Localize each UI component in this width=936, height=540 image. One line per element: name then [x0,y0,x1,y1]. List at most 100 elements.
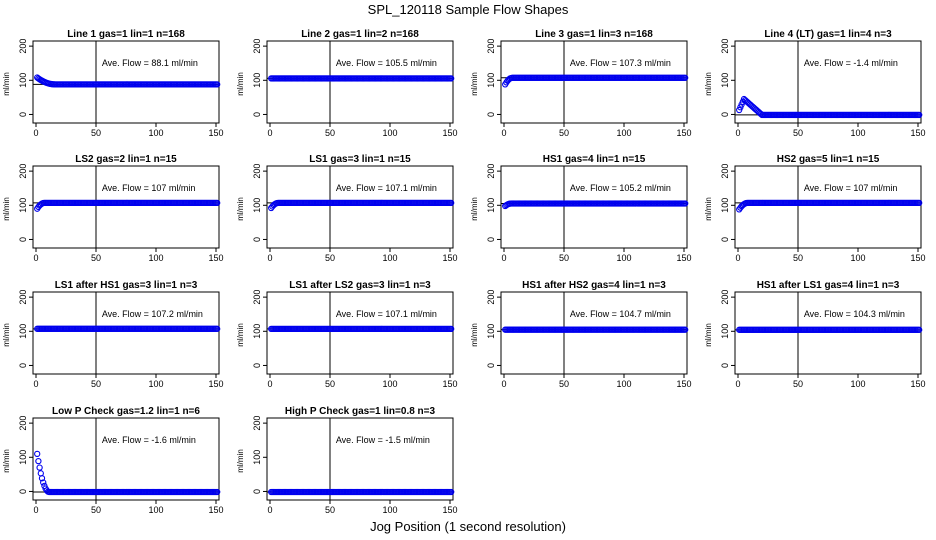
x-tick-label: 150 [910,253,925,263]
panel-title: HS1 after LS1 gas=4 lin=1 n=3 [757,280,900,291]
chart-panel: Low P Check gas=1.2 lin=1 n=6 0 50 100 150 0 1… [2,406,224,515]
y-tick-label: 100 [252,73,262,88]
y-axis-label: ml/min [470,72,479,96]
x-tick-label: 50 [325,253,335,263]
x-tick-label: 50 [793,379,803,389]
y-axis-label: ml/min [236,72,245,96]
plot-frame [500,165,688,249]
chart-panel: High P Check gas=1 lin=0.8 n=3 0 50 100 150 0… [236,406,458,515]
plot-frame [32,165,220,249]
plot-frame [500,291,688,375]
y-tick-label: 200 [18,416,28,431]
data-point [916,199,923,207]
y-tick-label: 100 [252,450,262,465]
x-tick-label: 100 [850,379,865,389]
data-point [214,199,221,207]
panel-title: LS1 gas=3 lin=1 n=15 [309,154,411,165]
avg-flow-annotation: Ave. Flow = 105.5 ml/min [336,58,437,68]
x-tick-label: 150 [208,505,223,515]
y-tick-label: 0 [18,112,28,117]
x-tick-label: 0 [267,379,272,389]
y-axis-label: ml/min [704,197,713,221]
x-tick-label: 100 [148,505,163,515]
x-tick-label: 100 [148,253,163,263]
panel-title: Line 4 (LT) gas=1 lin=4 n=3 [764,29,892,40]
y-tick-label: 200 [486,39,496,54]
x-tick-label: 100 [148,379,163,389]
x-tick-label: 100 [382,505,397,515]
x-tick-label: 0 [33,505,38,515]
y-tick-label: 200 [252,290,262,305]
x-tick-label: 150 [676,128,691,138]
x-tick-label: 0 [33,379,38,389]
avg-flow-annotation: Ave. Flow = 107 ml/min [804,183,898,193]
y-tick-label: 100 [18,198,28,213]
data-point [214,488,221,496]
avg-flow-annotation: Ave. Flow = -1.6 ml/min [102,435,196,445]
y-tick-label: 0 [252,112,262,117]
y-tick-label: 200 [252,164,262,179]
chart-panel: HS2 gas=5 lin=1 n=15 0 50 100 150 0 100 200 ml/m… [704,154,926,263]
data-point [916,111,923,119]
y-axis-label: ml/min [2,449,11,473]
panel-title: Line 1 gas=1 lin=1 n=168 [67,29,185,40]
chart-panel: HS1 gas=4 lin=1 n=15 0 50 100 150 0 100 200 ml/m… [470,154,692,263]
y-tick-label: 200 [18,164,28,179]
y-tick-label: 200 [252,416,262,431]
avg-flow-annotation: Ave. Flow = 104.7 ml/min [570,309,671,319]
plot-frame [266,417,454,501]
x-tick-label: 50 [793,128,803,138]
x-tick-label: 100 [616,128,631,138]
avg-flow-annotation: Ave. Flow = 107.1 ml/min [336,183,437,193]
plot-frame [266,165,454,249]
y-tick-label: 100 [252,198,262,213]
panel-title: Line 3 gas=1 lin=3 n=168 [535,29,653,40]
chart-panel: Line 4 (LT) gas=1 lin=4 n=3 0 50 100 150 0 100… [704,29,926,138]
panel-title: HS1 after HS2 gas=4 lin=1 n=3 [522,280,666,291]
plot-frame [734,40,922,124]
y-tick-label: 200 [720,39,730,54]
y-tick-label: 0 [486,237,496,242]
x-tick-label: 50 [325,128,335,138]
avg-flow-annotation: Ave. Flow = 107.1 ml/min [336,309,437,319]
x-tick-label: 0 [33,128,38,138]
x-tick-label: 150 [676,253,691,263]
y-axis-label: ml/min [704,72,713,96]
x-tick-label: 0 [267,253,272,263]
x-tick-label: 50 [325,505,335,515]
x-tick-label: 0 [501,379,506,389]
plot-frame [734,291,922,375]
y-tick-label: 200 [486,164,496,179]
chart-panel: HS1 after LS1 gas=4 lin=1 n=3 0 50 100 150 0 1… [704,280,926,389]
y-tick-label: 100 [18,73,28,88]
y-tick-label: 0 [252,363,262,368]
chart-panel: LS1 gas=3 lin=1 n=15 0 50 100 150 0 100 200 ml/m… [236,154,458,263]
y-axis-label: ml/min [704,323,713,347]
x-tick-label: 50 [91,253,101,263]
x-tick-label: 150 [676,379,691,389]
data-point [682,74,689,81]
x-tick-label: 0 [735,128,740,138]
y-tick-label: 0 [486,363,496,368]
y-tick-label: 100 [486,324,496,339]
x-tick-label: 50 [91,505,101,515]
y-tick-label: 0 [18,363,28,368]
avg-flow-annotation: Ave. Flow = 105.2 ml/min [570,183,671,193]
plot-frame [266,40,454,124]
plot-frame [734,165,922,249]
x-tick-label: 0 [735,379,740,389]
data-point [448,75,455,82]
data-point [37,470,44,477]
y-tick-label: 100 [720,198,730,213]
y-tick-label: 0 [486,112,496,117]
chart-panel: LS2 gas=2 lin=1 n=15 0 50 100 150 0 100 200 ml/m… [2,154,224,263]
data-point [916,326,923,333]
x-tick-label: 0 [501,128,506,138]
x-tick-label: 150 [442,253,457,263]
y-tick-label: 100 [18,450,28,465]
x-tick-label: 50 [325,379,335,389]
y-tick-label: 200 [18,290,28,305]
x-tick-label: 100 [148,128,163,138]
x-tick-label: 50 [559,128,569,138]
